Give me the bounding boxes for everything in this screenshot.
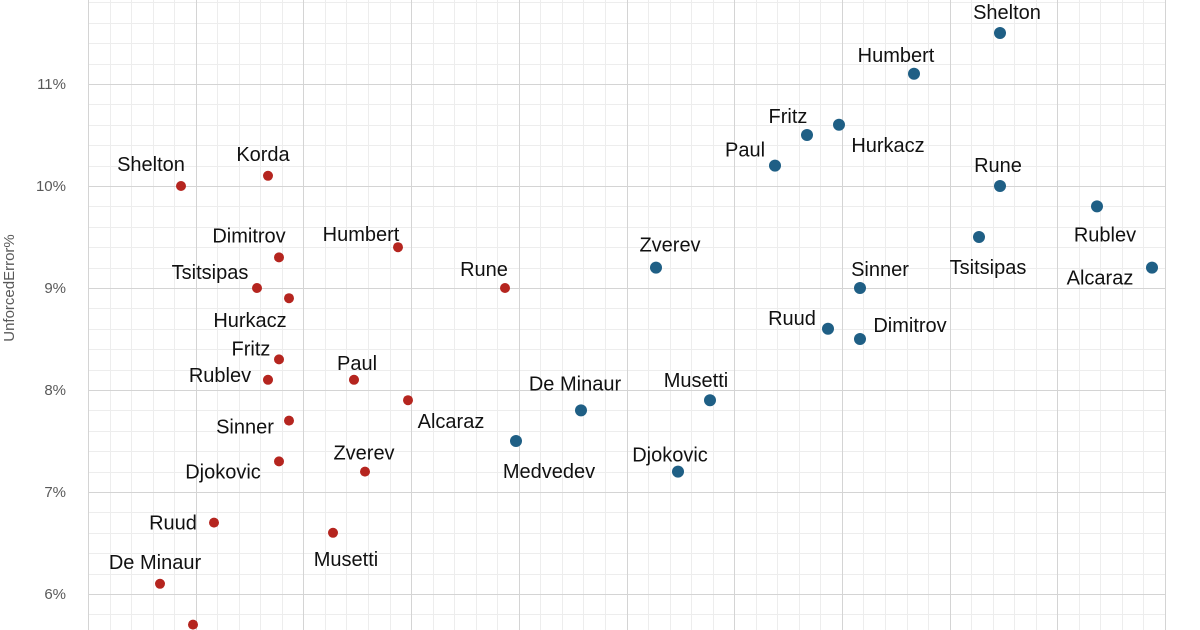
data-point [510,435,522,447]
y-tick-label: 11% [37,76,66,93]
data-point [822,322,834,335]
point-label: Tsitsipas [172,262,249,284]
point-label: Humbert [858,45,935,67]
point-label: Sinner [216,417,274,439]
point-label: Alcaraz [418,411,485,433]
data-point [672,465,684,478]
point-label: Shelton [117,154,185,176]
data-point [769,159,781,172]
point-label: Rune [460,259,508,281]
y-tick-label: 9% [44,280,66,297]
point-label: Zverev [333,443,394,465]
data-point [349,374,359,385]
data-point [263,170,273,181]
minor-gridlines [88,0,1165,630]
data-point [833,118,845,131]
data-point [274,456,284,467]
data-point [1146,261,1158,274]
point-label: Paul [337,353,377,375]
point-label: Zverev [639,235,700,257]
data-point [704,394,716,407]
point-label: Paul [725,140,765,162]
point-label: Djokovic [185,461,261,483]
point-label: Medvedev [503,461,595,483]
point-label: De Minaur [529,373,622,395]
point-label: Rublev [189,365,251,387]
data-point [155,578,165,589]
data-point [252,283,262,293]
data-point [994,180,1006,192]
data-point [1091,200,1103,213]
point-label: Fritz [232,338,271,360]
point-label: Shelton [973,2,1041,24]
data-point [650,261,662,274]
data-point [854,282,866,294]
data-point [403,395,413,406]
point-label: Musetti [664,370,728,392]
point-label: De Minaur [109,552,202,574]
point-label: Ruud [149,513,197,535]
data-point [263,374,273,385]
y-axis-tick-labels: 6% 7% 8% 9% 10% 11% [36,76,66,603]
point-label: Dimitrov [873,315,946,337]
y-axis-label: UnforcedError% [1,234,18,342]
data-point [284,415,294,426]
data-point [393,242,403,253]
point-label: Hurkacz [851,135,924,157]
y-tick-label: 7% [44,484,66,501]
y-tick-label: 10% [36,178,66,195]
data-point [854,333,866,345]
point-label: Sinner [851,259,909,281]
major-gridlines [88,0,1166,630]
point-labels: Shelton Korda Dimitrov Humbert Tsitsipas Hurk… [109,2,1136,574]
data-point [209,517,219,528]
data-point [973,231,985,243]
point-label: Musetti [314,549,378,571]
point-label: Alcaraz [1067,268,1134,290]
point-label: Tsitsipas [950,257,1027,279]
point-label: Dimitrov [212,225,285,247]
point-label: Djokovic [632,445,708,467]
point-label: Humbert [323,224,400,246]
data-point [176,181,186,191]
point-label: Hurkacz [213,310,286,332]
point-label: Fritz [769,106,808,128]
y-tick-label: 6% [44,586,66,603]
data-point [500,283,510,293]
data-point [274,354,284,365]
point-label: Ruud [768,308,816,330]
data-points [155,27,1158,630]
data-point [274,252,284,263]
data-point [284,293,294,304]
data-point [575,404,587,417]
data-point [908,67,920,80]
data-point [801,129,813,141]
point-label: Rune [974,155,1022,177]
data-point [994,27,1006,39]
point-label: Korda [236,144,290,166]
data-point [328,527,338,538]
point-label: Rublev [1074,224,1136,246]
data-point [360,466,370,477]
y-tick-label: 8% [44,382,66,399]
data-point [188,619,198,630]
